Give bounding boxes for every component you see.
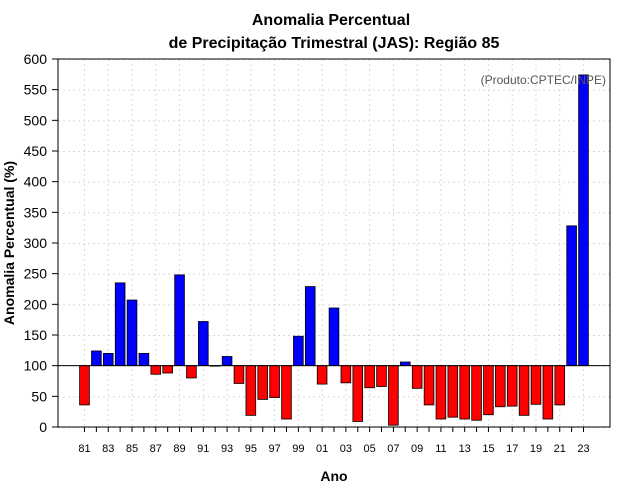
bar: [388, 365, 399, 426]
x-tick-label: 11: [435, 443, 446, 455]
x-tick-label: 85: [126, 443, 138, 455]
bar: [411, 365, 423, 389]
x-tick-label: 03: [340, 443, 352, 455]
bar: [174, 274, 185, 367]
bar: [198, 321, 209, 367]
x-tick-label: 07: [387, 443, 399, 455]
bar: [471, 365, 482, 421]
y-tick-label: 400: [24, 174, 48, 190]
chart-title-line-1: Anomalia Percentual: [252, 12, 410, 29]
x-tick-label: 23: [577, 443, 589, 455]
x-axis-label: Ano: [320, 468, 347, 484]
x-tick-label: 91: [197, 443, 209, 455]
y-tick-label: 150: [24, 327, 48, 343]
y-axis-label: Anomalia Percentual (%): [1, 161, 17, 325]
x-tick-label: 13: [459, 443, 471, 455]
x-tick-label: 01: [316, 443, 328, 455]
bar: [459, 365, 470, 420]
chart-title-line-2: de Precipitação Trimestral (JAS): Região…: [169, 35, 500, 52]
x-tick-label: 15: [482, 443, 494, 455]
bar: [447, 365, 459, 418]
bar: [186, 365, 197, 379]
y-tick-label: 550: [24, 82, 48, 98]
bar: [542, 365, 554, 420]
y-tick-label: 250: [24, 266, 48, 282]
bar: [518, 365, 530, 416]
x-tick-label: 95: [245, 443, 257, 455]
bars-group: [79, 74, 589, 426]
bar: [435, 365, 447, 420]
bar: [554, 365, 566, 406]
bar: [102, 352, 114, 367]
bar: [281, 365, 292, 420]
bar: [257, 365, 268, 400]
bar: [423, 365, 435, 406]
y-tick-label: 0: [39, 419, 47, 435]
bar: [364, 365, 375, 389]
y-tick-label: 300: [24, 235, 48, 251]
x-tick-label: 09: [411, 443, 423, 455]
bar: [245, 365, 257, 416]
bar: [79, 365, 90, 406]
bar: [126, 299, 138, 367]
x-tick-label: 05: [364, 443, 376, 455]
bar: [293, 335, 304, 367]
source-annotation: (Produto:CPTEC/INPE): [481, 73, 606, 87]
x-tick-label: 93: [221, 443, 233, 455]
bar: [233, 365, 245, 384]
x-tick-label: 17: [506, 443, 518, 455]
y-tick-label: 100: [24, 358, 48, 374]
bar: [400, 361, 411, 367]
bar: [328, 307, 340, 367]
bar: [138, 352, 150, 367]
y-tick-label: 50: [31, 388, 47, 404]
y-tick-label: 200: [24, 296, 48, 312]
y-tick-label: 500: [24, 112, 48, 128]
y-tick-label: 450: [24, 143, 48, 159]
bar: [114, 282, 126, 367]
bar: [162, 365, 173, 374]
bar: [91, 350, 102, 367]
bar: [316, 365, 328, 385]
bar: [221, 356, 233, 367]
bar: [578, 74, 589, 367]
x-tick-label: 19: [530, 443, 542, 455]
x-tick-label: 97: [268, 443, 280, 455]
bar: [352, 365, 364, 422]
bar: [150, 365, 162, 375]
bar: [376, 365, 387, 387]
bar: [483, 365, 494, 416]
y-tick-label: 600: [24, 51, 48, 67]
bar: [340, 365, 352, 384]
x-tick-label: 81: [78, 443, 90, 455]
plot-frame: [57, 58, 611, 428]
x-tick-label: 21: [554, 443, 566, 455]
bar: [506, 365, 518, 407]
x-tick-label: 99: [292, 443, 304, 455]
x-tick-label: 87: [150, 443, 162, 455]
y-tick-label: 350: [24, 204, 48, 220]
bar: [269, 365, 280, 398]
bar: [566, 225, 577, 367]
bar: [495, 365, 506, 408]
x-tick-label: 89: [173, 443, 185, 455]
bar: [304, 286, 316, 367]
x-tick-label: 83: [102, 443, 114, 455]
bar: [530, 365, 542, 405]
